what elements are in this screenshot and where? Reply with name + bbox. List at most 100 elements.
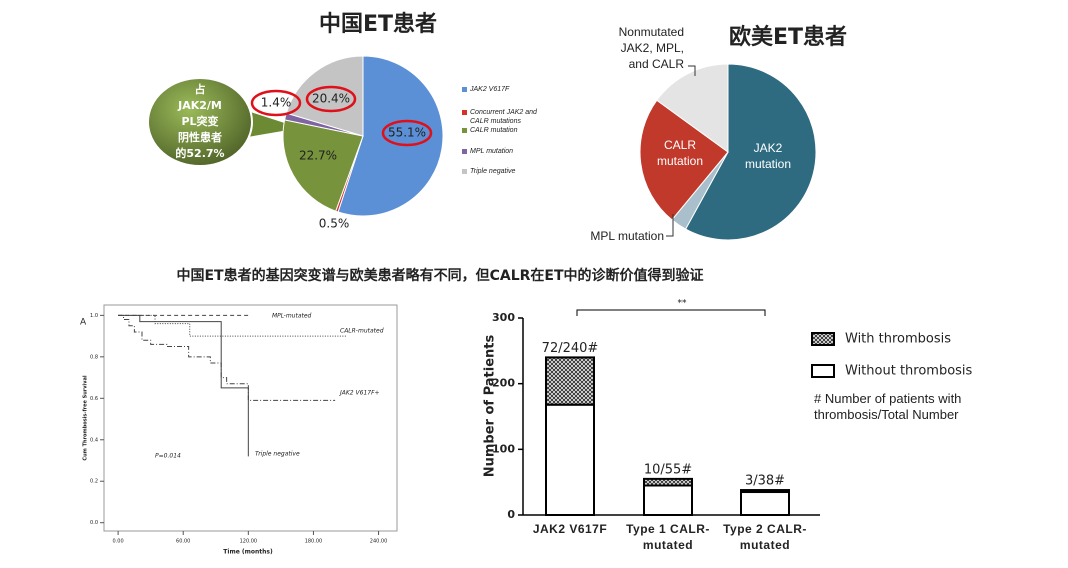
y-tick-label: 1.0 — [90, 313, 98, 319]
slice-label: Nonmutated JAK2, MPL, and CALR — [618, 25, 684, 71]
chart-title: 欧美ET患者 — [729, 24, 847, 50]
pie-slice — [285, 55, 364, 137]
legend-label: Concurrent JAK2 and CALR mutations — [470, 109, 537, 125]
pie-slice — [337, 55, 444, 217]
bar-segment — [740, 491, 790, 516]
legend-label-box: Triple negative — [470, 168, 516, 175]
legend-label: Triple negative — [470, 168, 516, 175]
panel-label: A — [80, 318, 87, 328]
legend-swatch — [811, 364, 835, 378]
slice-label-box: Nonmutated JAK2, MPL, and CALR — [618, 25, 684, 71]
curve-label: JAK2 V617F+ — [339, 390, 380, 397]
footnote-box: # Number of patients with thrombosis/Tot… — [814, 391, 962, 422]
x-tick-label: 180.00 — [305, 539, 323, 545]
legend-label: CALR mutation — [470, 127, 518, 134]
callout-line: 的52.7% — [175, 146, 224, 160]
bar-segment — [643, 484, 693, 517]
y-axis-title: Number of Patients — [483, 334, 498, 477]
curve-label: Triple negative — [255, 451, 300, 458]
y-tick-label: 0.8 — [90, 354, 98, 360]
survival-curve — [118, 314, 336, 401]
legend-swatch — [462, 169, 467, 174]
y-tick-label: 0.2 — [90, 479, 98, 485]
value-label: 22.7% — [299, 149, 337, 163]
legend-label-box: MPL mutation — [470, 148, 514, 155]
pie-slice — [656, 63, 729, 153]
value-label: 1.4% — [261, 96, 292, 110]
y-tick-label: 0.6 — [90, 396, 98, 402]
km-frame — [103, 304, 398, 532]
highlight-ring — [305, 85, 357, 113]
slice-label-box: JAK2 mutation — [744, 141, 792, 171]
slice-label-box: CALR mutation — [656, 138, 704, 168]
bar-segment — [545, 403, 595, 516]
legend-label: With thrombosis — [845, 332, 951, 347]
x-tick-label: 120.00 — [240, 539, 258, 545]
y-tick-label: 0.0 — [90, 520, 98, 526]
bar-label: 10/55# — [644, 462, 692, 477]
callout-line: 阴性患者 — [178, 130, 222, 144]
y-tick-label: 300 — [492, 311, 515, 324]
significance-label: ** — [678, 299, 688, 309]
legend-swatch — [462, 128, 467, 133]
p-value: P=0.014 — [155, 453, 181, 460]
legend-label: MPL mutation — [470, 148, 514, 155]
legend-label: JAK2 V617F — [470, 86, 510, 93]
pie-slice — [639, 99, 729, 221]
value-label: 55.1% — [388, 126, 426, 140]
legend-swatch — [811, 332, 835, 346]
slice-label: CALR mutation — [656, 138, 704, 168]
callout-line: 占 — [195, 82, 206, 96]
survival-curve — [118, 314, 249, 457]
chart-title: 中国ET患者 — [319, 11, 437, 37]
slice-label-box: MPL mutation — [590, 229, 664, 243]
pie-slice — [282, 119, 364, 212]
x-tick-label-box: Type 1 CALR-mutated — [626, 522, 710, 552]
legend-label-box: Concurrent JAK2 and CALR mutations — [470, 109, 537, 125]
y-axis-title: Cum Thrombosis-free Survival — [83, 375, 89, 460]
callout-bubble — [147, 77, 253, 167]
legend-swatch — [462, 110, 467, 115]
legend-label-box: JAK2 V617F — [470, 86, 510, 93]
legend-label: Without thrombosis — [845, 364, 973, 379]
legend-swatch — [462, 149, 467, 154]
bar-segment — [643, 477, 693, 487]
callout-line: JAK2/M — [177, 99, 222, 112]
y-tick-label: 200 — [492, 377, 515, 390]
x-tick-label: 0.00 — [113, 539, 124, 545]
slice-label: JAK2 mutation — [744, 141, 792, 171]
caption: 中国ET患者的基因突变谱与欧美患者略有不同，但CALR在ET中的诊断价值得到验证 — [176, 267, 703, 284]
leader-line — [666, 214, 674, 237]
x-tick-label: JAK2 V617F — [532, 522, 608, 536]
x-tick-label: 240.00 — [370, 539, 388, 545]
slice-label: MPL mutation — [590, 229, 664, 243]
legend-swatch — [462, 87, 467, 92]
pie-slice — [684, 63, 817, 241]
significance-bracket — [576, 309, 766, 316]
bar-segment — [545, 356, 595, 406]
y-tick-label: 100 — [492, 442, 515, 455]
callout-line: PL突变 — [181, 114, 218, 128]
bar-segment — [740, 489, 790, 494]
survival-curve — [118, 314, 348, 337]
bar-label: 72/240# — [542, 341, 599, 356]
x-tick-label: Type 2 CALR-mutated — [723, 522, 807, 552]
highlight-ring — [250, 89, 302, 117]
highlight-ring — [381, 119, 433, 147]
x-axis-title: Time (months) — [223, 549, 273, 556]
bar-label: 3/38# — [745, 474, 785, 489]
footnote: # Number of patients with thrombosis/Tot… — [814, 391, 962, 422]
legend-label-box: CALR mutation — [470, 127, 518, 134]
leader-line — [688, 65, 696, 76]
x-tick-label-box: Type 2 CALR-mutated — [723, 522, 807, 552]
curve-label: CALR-mutated — [340, 328, 384, 335]
y-tick-label: 0.4 — [90, 437, 98, 443]
x-tick-label-box: JAK2 V617F — [532, 522, 608, 536]
x-tick-label: 60.00 — [176, 539, 190, 545]
y-tick-label: 0 — [507, 508, 515, 521]
x-tick-label: Type 1 CALR-mutated — [626, 522, 710, 552]
value-label: 0.5% — [319, 217, 350, 231]
curve-label: MPL-mutated — [272, 313, 312, 320]
